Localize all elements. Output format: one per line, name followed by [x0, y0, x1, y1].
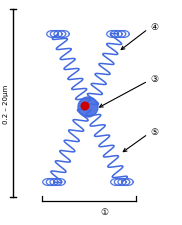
Text: ④: ④: [150, 23, 158, 32]
Circle shape: [78, 98, 98, 117]
Text: ③: ③: [150, 75, 158, 84]
Text: ①: ①: [100, 207, 108, 216]
Text: 0.2 – 20μm: 0.2 – 20μm: [3, 84, 9, 123]
Circle shape: [81, 103, 89, 110]
Text: ⑤: ⑤: [150, 128, 158, 137]
